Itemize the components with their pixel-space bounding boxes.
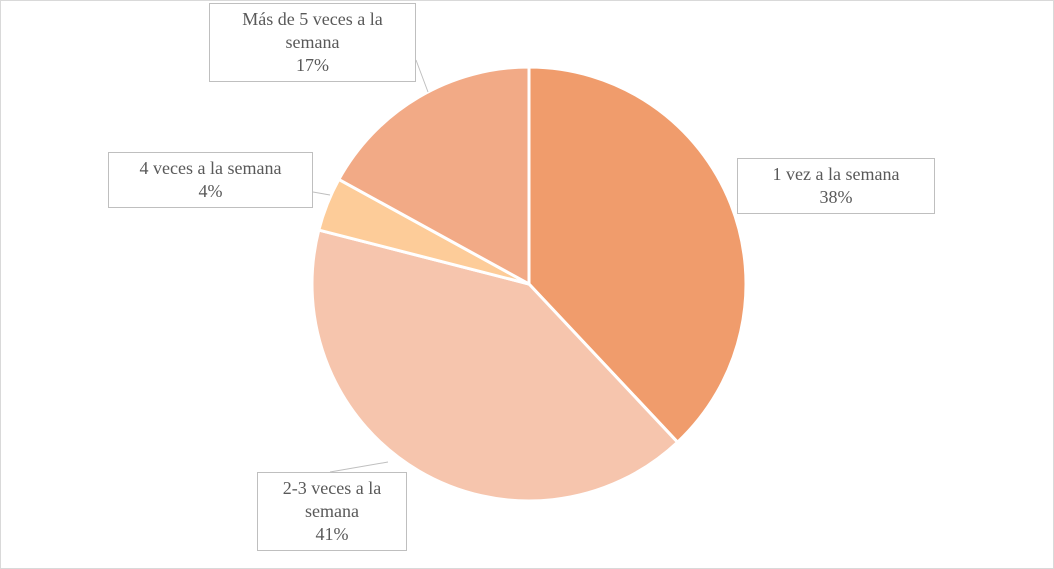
label-category: 2-3 veces a la semana [282,478,382,521]
label-value: 41% [315,524,349,544]
data-label: 1 vez a la semana 38% [737,158,935,214]
pie-slice [527,65,748,445]
label-value: 38% [819,187,853,207]
label-value: 4% [198,181,223,201]
label-category: 4 veces a la semana [139,158,282,178]
pie-slice [310,228,680,503]
leader-line [415,59,429,93]
data-label: 4 veces a la semana 4% [108,152,313,208]
data-label: Más de 5 veces a la semana 17% [209,3,416,82]
label-category: 1 vez a la semana [772,164,900,184]
leader-line [329,461,389,473]
leader-line [312,191,331,196]
label-value: 17% [296,55,329,75]
label-category: Más de 5 veces a la semana [242,9,383,52]
data-label: 2-3 veces a la semana 41% [257,472,407,551]
pie-slice [336,65,531,287]
